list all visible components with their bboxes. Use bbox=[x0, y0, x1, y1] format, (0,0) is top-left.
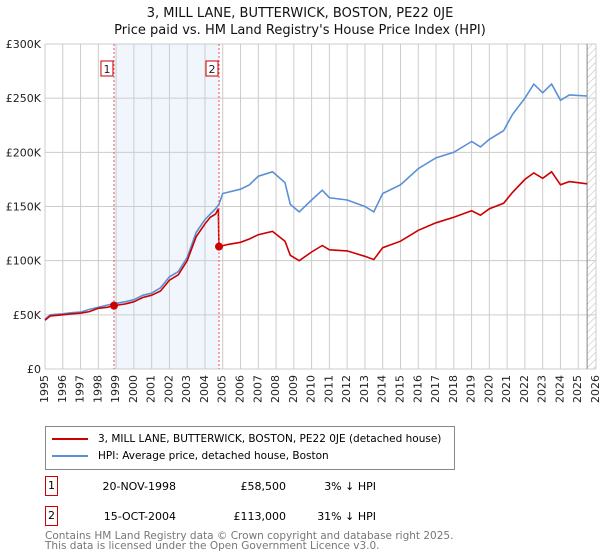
x-tick-label: 2026 bbox=[589, 375, 600, 403]
x-tick-label: 2025 bbox=[571, 375, 584, 403]
x-tick-label: 2023 bbox=[536, 375, 549, 403]
sale-point bbox=[109, 301, 118, 310]
blue-line-swatch bbox=[52, 455, 88, 457]
y-tick-label: £300K bbox=[6, 38, 42, 51]
x-tick-label: 2024 bbox=[553, 375, 566, 403]
hpi-line bbox=[44, 82, 588, 320]
transaction-marker: 2 bbox=[45, 506, 58, 526]
x-tick-label: 2021 bbox=[500, 375, 513, 403]
x-tick-label: 2000 bbox=[127, 375, 140, 403]
x-tick-label: 2005 bbox=[216, 375, 229, 403]
transaction-hpi-diff: 3% ↓ HPI bbox=[324, 479, 376, 493]
x-tick-label: 2022 bbox=[518, 375, 531, 403]
chart-title: 3, MILL LANE, BUTTERWICK, BOSTON, PE22 0… bbox=[146, 6, 454, 21]
x-tick-label: 2002 bbox=[162, 375, 175, 403]
sale-label: 2 bbox=[209, 63, 216, 76]
x-tick-label: 2020 bbox=[482, 375, 495, 403]
x-tick-label: 2010 bbox=[305, 375, 318, 403]
x-tick-label: 2012 bbox=[340, 375, 353, 403]
transaction-row: 1 20-NOV-1998 £58,500 3% ↓ HPI bbox=[45, 476, 376, 496]
y-tick-label: £250K bbox=[6, 92, 42, 105]
x-tick-label: 2017 bbox=[429, 375, 442, 403]
x-tick-label: 2014 bbox=[376, 375, 389, 403]
legend-item-hpi: HPI: Average price, detached house, Bost… bbox=[52, 450, 329, 462]
sale-point bbox=[215, 242, 224, 251]
sale-label-box bbox=[205, 60, 219, 77]
y-tick-label: £200K bbox=[6, 146, 42, 159]
sale-label: 1 bbox=[103, 63, 110, 76]
y-tick-label: £0 bbox=[27, 363, 41, 376]
x-tick-label: 2007 bbox=[251, 375, 264, 403]
x-tick-label: 2004 bbox=[198, 375, 211, 403]
price-chart: 1 2 1995 1996 1997 1998 1999 2000 2001 2002 2003 20… bbox=[6, 38, 600, 403]
x-tick-label: 2011 bbox=[322, 375, 335, 403]
y-tick-label: £100K bbox=[6, 255, 42, 268]
chart-subtitle: Price paid vs. HM Land Registry's House … bbox=[114, 23, 486, 38]
y-tick-label: £150K bbox=[6, 201, 42, 214]
footer: Contains HM Land Registry data © Crown c… bbox=[45, 530, 454, 552]
transaction-marker: 1 bbox=[45, 476, 58, 496]
x-tick-label: 2008 bbox=[269, 375, 282, 403]
red-line-swatch bbox=[52, 438, 88, 440]
y-tick-label: £50K bbox=[13, 309, 42, 322]
x-tick-label: 2003 bbox=[180, 375, 193, 403]
transaction-date: 15-OCT-2004 bbox=[103, 509, 176, 523]
footer-licence: This data is licensed under the Open Gov… bbox=[45, 540, 380, 552]
transaction-row: 2 15-OCT-2004 £113,000 31% ↓ HPI bbox=[45, 506, 376, 526]
transaction-price: £113,000 bbox=[233, 509, 287, 523]
x-tick-label: 2006 bbox=[234, 375, 247, 403]
sale-label-box bbox=[100, 60, 114, 77]
x-tick-label: 2019 bbox=[465, 375, 478, 403]
property-price-line bbox=[44, 170, 588, 321]
x-tick-label: 1999 bbox=[109, 375, 122, 403]
x-tick-label: 2018 bbox=[447, 375, 460, 403]
legend: 3, MILL LANE, BUTTERWICK, BOSTON, PE22 0… bbox=[45, 426, 455, 470]
transaction-hpi-diff: 31% ↓ HPI bbox=[317, 509, 376, 523]
x-tick-label: 2009 bbox=[287, 375, 300, 403]
x-tick-label: 1996 bbox=[56, 375, 69, 403]
x-tick-label: 2016 bbox=[411, 375, 424, 403]
transaction-price: £58,500 bbox=[240, 479, 287, 493]
legend-label-property: 3, MILL LANE, BUTTERWICK, BOSTON, PE22 0… bbox=[98, 433, 442, 445]
x-tick-label: 1998 bbox=[91, 375, 104, 403]
legend-label-hpi: HPI: Average price, detached house, Bost… bbox=[98, 450, 329, 462]
x-tick-label: 2015 bbox=[393, 375, 406, 403]
x-tick-label: 1995 bbox=[38, 375, 51, 403]
x-tick-label: 2001 bbox=[145, 375, 158, 403]
x-tick-label: 1997 bbox=[74, 375, 87, 403]
footer-copyright: Contains HM Land Registry data © Crown c… bbox=[45, 530, 454, 542]
legend-item-property: 3, MILL LANE, BUTTERWICK, BOSTON, PE22 0… bbox=[52, 433, 441, 445]
x-tick-label: 2013 bbox=[358, 375, 371, 403]
transaction-date: 20-NOV-1998 bbox=[102, 479, 176, 493]
